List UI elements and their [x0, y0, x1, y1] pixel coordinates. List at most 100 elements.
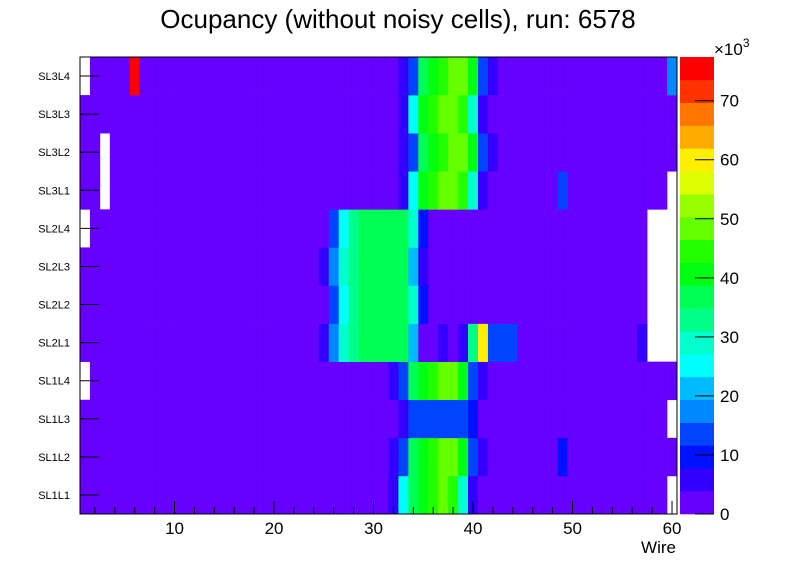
heatmap-cell [279, 361, 290, 401]
heatmap-cell [607, 399, 618, 439]
heatmap-cell [607, 209, 618, 248]
heatmap-cell [229, 475, 240, 515]
heatmap-cell [507, 437, 519, 477]
heatmap-cell [279, 57, 290, 96]
heatmap-cell [527, 475, 538, 515]
heatmap-cell [378, 95, 389, 134]
heatmap-cell [408, 285, 419, 324]
heatmap-cell [468, 437, 479, 477]
heatmap-cell [318, 95, 330, 134]
heatmap-cell [259, 95, 270, 134]
heatmap-cell [458, 437, 469, 477]
heatmap-cell [189, 171, 200, 210]
heatmap-cell [229, 95, 240, 134]
heatmap-cell [219, 323, 230, 362]
heatmap-cell [627, 209, 638, 248]
heatmap-cell [597, 285, 608, 324]
heatmap-cell [597, 399, 608, 439]
heatmap-cell [408, 399, 419, 439]
heatmap-cell [428, 171, 439, 210]
heatmap-cell [418, 247, 429, 286]
heatmap-cell [487, 171, 499, 210]
palette-swatch [680, 354, 714, 378]
heatmap-cell [597, 475, 608, 515]
heatmap-cell [279, 133, 290, 172]
heatmap-cell [428, 399, 439, 439]
heatmap-cell [587, 209, 598, 248]
heatmap-cell [468, 475, 479, 515]
heatmap-cell [557, 399, 568, 439]
heatmap-cell [597, 57, 608, 96]
heatmap-cell [577, 399, 588, 439]
heatmap-cell [179, 95, 190, 134]
heatmap-cell [159, 399, 170, 439]
heatmap-cell [468, 133, 479, 172]
color-palette: 0 10 20 30 40 50 60 70 [680, 57, 739, 524]
heatmap-cell [438, 133, 449, 172]
heatmap-cell [378, 475, 389, 515]
heatmap-cell [637, 323, 648, 362]
heatmap-cell [667, 95, 678, 134]
heatmap-cell [129, 57, 140, 96]
palette-swatch [680, 468, 714, 492]
heatmap-cell [527, 247, 538, 286]
heatmap-cell [179, 475, 190, 515]
heatmap-cell [607, 57, 618, 96]
heatmap-cell [239, 399, 250, 439]
heatmap-cell [657, 361, 668, 401]
heatmap-cell [617, 437, 628, 477]
heatmap-cell [428, 437, 439, 477]
heatmap-cell [199, 399, 210, 439]
heatmap-cell [378, 133, 389, 172]
heatmap-cell [239, 323, 250, 362]
heatmap-cell [647, 57, 658, 96]
heatmap-cell [179, 209, 190, 248]
heatmap-cell [478, 95, 489, 134]
heatmap-cell [428, 247, 439, 286]
y-tick-label: SL1L1 [38, 490, 70, 502]
heatmap-cell [259, 57, 270, 96]
heatmap-cell [129, 437, 140, 477]
heatmap-cell [129, 475, 140, 515]
heatmap-cell [647, 475, 658, 515]
y-tick-label: SL3L2 [38, 147, 70, 159]
heatmap-cell [288, 399, 300, 439]
heatmap-cell [259, 171, 270, 210]
heatmap-cell [338, 399, 349, 439]
heatmap-cell [468, 95, 479, 134]
heatmap-cell [607, 247, 618, 286]
heatmap-cell [219, 285, 230, 324]
heatmap-cell [119, 437, 131, 477]
heatmap-cell [637, 133, 648, 172]
heatmap-cell [288, 133, 300, 172]
heatmap-cell [259, 323, 270, 362]
heatmap-cell [438, 247, 449, 286]
heatmap-cell [269, 133, 280, 172]
heatmap-cell [358, 437, 369, 477]
heatmap-cell [99, 209, 111, 248]
heatmap-cell [428, 361, 439, 401]
heatmap-cell [338, 323, 349, 362]
y-tick-label: SL2L2 [38, 300, 70, 312]
heatmap-cell [209, 323, 220, 362]
heatmap-cell [338, 247, 349, 286]
heatmap-cell [487, 133, 499, 172]
heatmap-cell [298, 285, 310, 324]
heatmap-cell [597, 437, 608, 477]
heatmap-cell [487, 209, 499, 248]
palette-swatch [680, 445, 714, 469]
heatmap-cell [627, 323, 638, 362]
heatmap-cell [438, 95, 449, 134]
y-tick-label: SL3L1 [38, 185, 70, 197]
heatmap-cells [80, 57, 678, 515]
heatmap-cell [308, 133, 320, 172]
heatmap-cell [378, 285, 389, 324]
heatmap-cell [657, 57, 668, 96]
heatmap-cell [219, 209, 230, 248]
heatmap-cell [647, 133, 658, 172]
heatmap-cell [368, 209, 379, 248]
heatmap-cell [139, 399, 150, 439]
heatmap-cell [537, 57, 548, 96]
heatmap-cell [527, 437, 538, 477]
heatmap-cell [468, 285, 479, 324]
